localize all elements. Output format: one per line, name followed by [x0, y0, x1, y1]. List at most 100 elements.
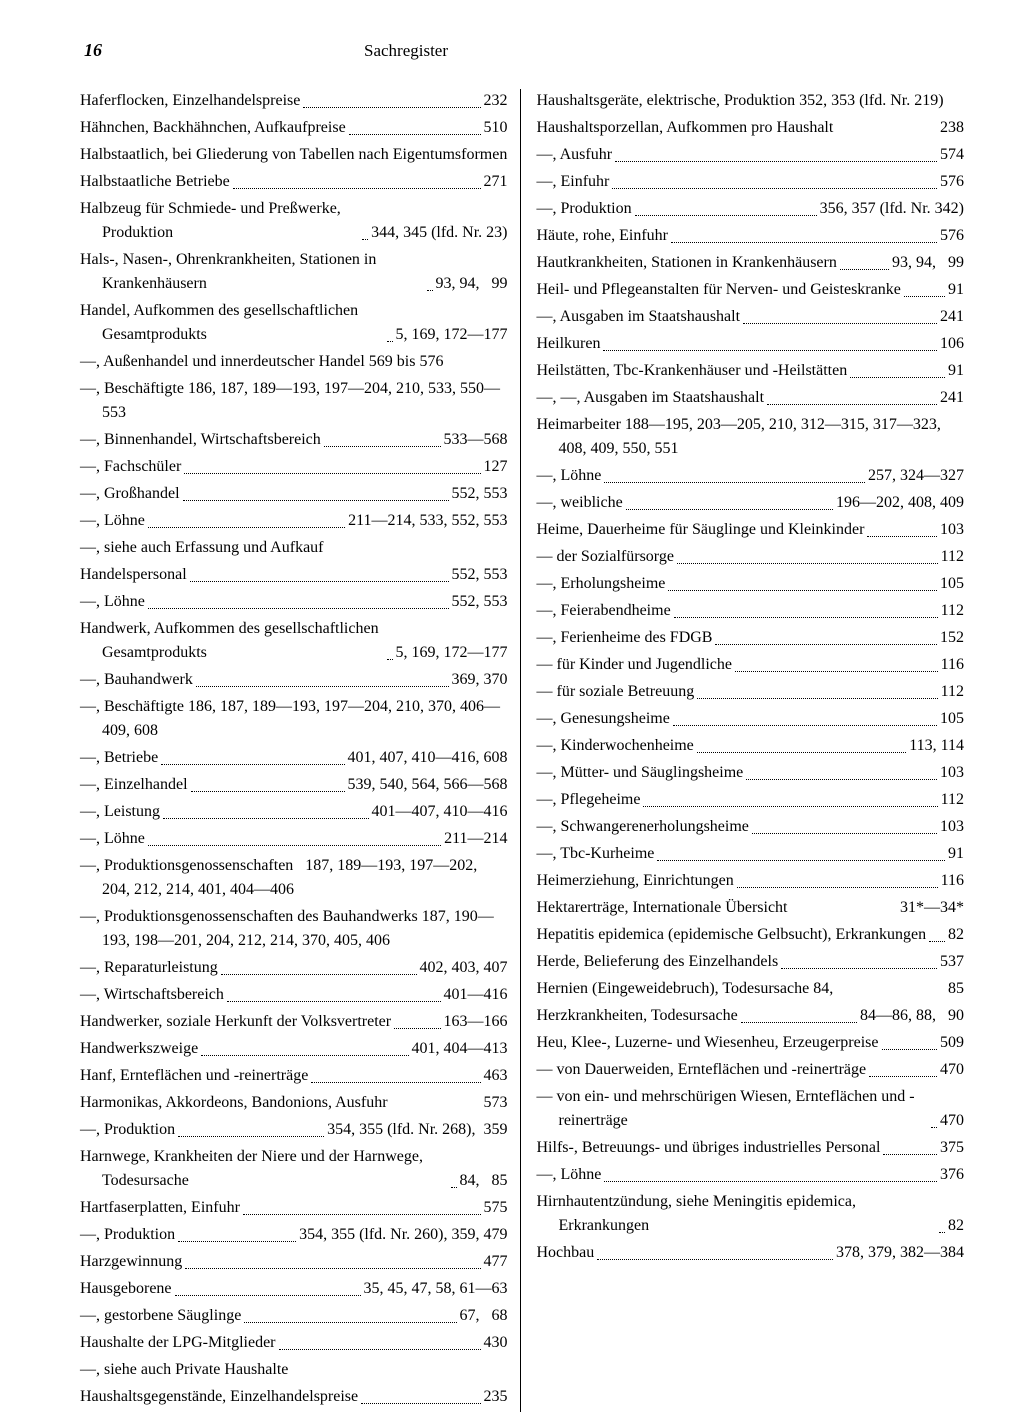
entry-text: —, Löhne [537, 1163, 602, 1187]
leader-dots [781, 968, 937, 969]
index-entry: —, Betriebe401, 407, 410—416, 608 [80, 746, 508, 770]
index-entry: Handwerkszweige401, 404—413 [80, 1037, 508, 1061]
index-entry: Hausgeborene35, 45, 47, 58, 61—63 [80, 1277, 508, 1301]
index-entry: —, Ferienheime des FDGB152 [537, 626, 965, 650]
entry-text: —, Löhne [80, 509, 145, 533]
leader-dots [362, 239, 368, 240]
leader-dots [626, 509, 833, 510]
index-entry: Hähnchen, Backhähnchen, Aufkaufpreise510 [80, 116, 508, 140]
index-entry: —, Produktion354, 355 (lfd. Nr. 260), 35… [80, 1223, 508, 1247]
index-entry: —, —, Ausgaben im Staatshaushalt241 [537, 386, 965, 410]
entry-text: Harnwege, Krankheiten der Niere und der … [80, 1145, 448, 1193]
leader-dots [741, 1022, 857, 1023]
page-header: 16 Sachregister [80, 40, 964, 61]
entry-text: —, Erholungsheime [537, 572, 666, 596]
leader-dots [148, 845, 441, 846]
entry-pages: 576 [940, 170, 964, 194]
entry-pages: 573 [484, 1091, 508, 1115]
entry-pages: 84—86, 88, 90 [860, 1004, 964, 1028]
entry-pages: 103 [940, 761, 964, 785]
leader-dots [603, 350, 937, 351]
index-entry: —, Löhne257, 324—327 [537, 464, 965, 488]
index-entry: —, weibliche196—202, 408, 409 [537, 491, 965, 515]
leader-dots [311, 1082, 480, 1083]
entry-text: —, Löhne [537, 464, 602, 488]
index-entry: Handelspersonal 552, 553 [80, 563, 508, 587]
entry-pages: 93, 94, 99 [436, 272, 508, 296]
entry-pages: 112 [941, 599, 964, 623]
leader-dots [697, 752, 906, 753]
entry-pages: 105 [940, 707, 964, 731]
entry-pages: 430 [484, 1331, 508, 1355]
entry-text: —, Pflegeheime [537, 788, 641, 812]
index-entry: Herzkrankheiten, Todesursache84—86, 88, … [537, 1004, 965, 1028]
leader-dots [869, 1076, 937, 1077]
index-entry: Heime, Dauerheime für Säuglinge und Klei… [537, 518, 965, 542]
index-entry: —, Großhandel552, 553 [80, 482, 508, 506]
entry-text: —, Einfuhr [537, 170, 610, 194]
leader-dots [867, 536, 937, 537]
page-number: 16 [84, 40, 102, 61]
entry-text: Haushaltsporzellan, Aufkommen pro Hausha… [537, 116, 834, 140]
leader-dots [201, 1055, 408, 1056]
page: 16 Sachregister Haferflocken, Einzelhand… [0, 0, 1024, 1415]
entry-pages: 533—568 [444, 428, 508, 452]
leader-dots [612, 188, 937, 189]
entry-text: —, Tbc-Kurheime [537, 842, 655, 866]
index-entry: Handwerker, soziale Herkunft der Volksve… [80, 1010, 508, 1034]
entry-pages: 552, 553 [452, 563, 508, 587]
entry-text: —, Produktion [80, 1223, 175, 1247]
leader-dots [939, 1232, 945, 1233]
leader-dots [635, 215, 817, 216]
entry-text: —, gestorbene Säuglinge [80, 1304, 241, 1328]
entry-pages: 93, 94, 99 [892, 251, 964, 275]
leader-dots [743, 323, 937, 324]
entry-text: Häute, rohe, Einfuhr [537, 224, 669, 248]
index-entry: —, Tbc-Kurheime91 [537, 842, 965, 866]
index-entry: Hektarerträge, Internationale Übersicht3… [537, 896, 965, 920]
entry-text: —, weibliche [537, 491, 623, 515]
entry-pages: 127 [484, 455, 508, 479]
index-entry: Haushaltsporzellan, Aufkommen pro Hausha… [537, 116, 965, 140]
index-entry: Handel, Aufkommen des gesellschaftlichen… [80, 299, 508, 347]
entry-pages: 241 [940, 305, 964, 329]
index-entry: Harmonikas, Akkordeons, Bandonions, Ausf… [80, 1091, 508, 1115]
entry-text: —, Produktionsgenossenschaften des Bauha… [80, 905, 508, 953]
entry-text: Hochbau [537, 1241, 595, 1265]
index-entry: —, gestorbene Säuglinge67, 68 [80, 1304, 508, 1328]
leader-dots [184, 473, 480, 474]
entry-text: Handelspersonal [80, 563, 187, 587]
entry-text: Haferflocken, Einzelhandelspreise [80, 89, 300, 113]
leader-dots [737, 887, 938, 888]
entry-text: —, Einzelhandel [80, 773, 188, 797]
entry-text: Hanf, Ernteflächen und -reinerträge [80, 1064, 308, 1088]
leader-dots [674, 617, 938, 618]
entry-pages: 163—166 [444, 1010, 508, 1034]
entry-text: Heimarbeiter 188—195, 203—205, 210, 312—… [537, 413, 965, 461]
entry-text: Harmonikas, Akkordeons, Bandonions, Ausf… [80, 1091, 388, 1115]
entry-pages: 211—214, 533, 552, 553 [348, 509, 507, 533]
entry-text: —, Ausfuhr [537, 143, 613, 167]
entry-text: Hautkrankheiten, Stationen in Krankenhäu… [537, 251, 837, 275]
leader-dots [324, 446, 441, 447]
index-entry: Heimarbeiter 188—195, 203—205, 210, 312—… [537, 413, 965, 461]
entry-pages: 537 [940, 950, 964, 974]
entry-text: —, Fachschüler [80, 455, 181, 479]
entry-pages: 112 [941, 545, 964, 569]
index-entry: —, Mütter- und Säuglingsheime103 [537, 761, 965, 785]
entry-pages: 238 [940, 116, 964, 140]
index-entry: —, Ausgaben im Staatshaushalt241 [537, 305, 965, 329]
index-entry: —, Binnenhandel, Wirtschaftsbereich533—5… [80, 428, 508, 452]
index-entry: Heilstätten, Tbc-Krankenhäuser und -Heil… [537, 359, 965, 383]
leader-dots [883, 1154, 937, 1155]
leader-dots [597, 1259, 833, 1260]
entry-text: Hausgeborene [80, 1277, 172, 1301]
leader-dots [657, 860, 945, 861]
entry-text: —, Ferienheime des FDGB [537, 626, 713, 650]
entry-text: —, Reparaturleistung [80, 956, 218, 980]
entry-pages: 576 [940, 224, 964, 248]
entry-pages: 241 [940, 386, 964, 410]
entry-text: — für Kinder und Jugendliche [537, 653, 733, 677]
entry-pages: 112 [941, 680, 964, 704]
leader-dots [178, 1136, 324, 1137]
